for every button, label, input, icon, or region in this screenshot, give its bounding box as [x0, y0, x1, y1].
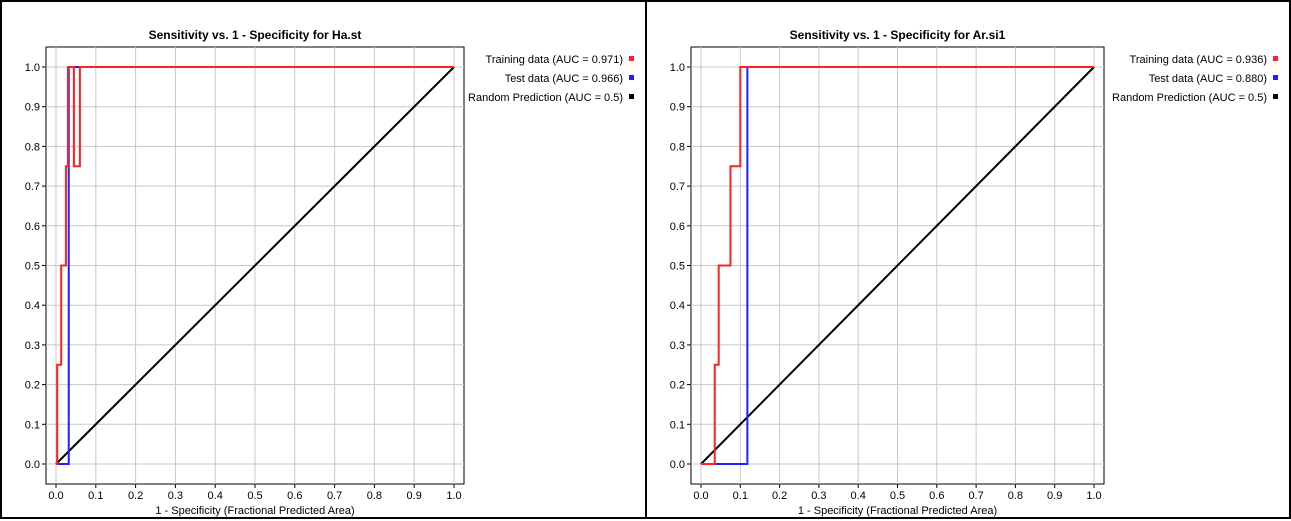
y-tick-label: 0.9	[25, 102, 40, 114]
y-tick-label: 0.0	[25, 459, 40, 471]
y-tick-label: 0.7	[670, 181, 685, 193]
series-line	[56, 66, 454, 465]
x-tick-label: 1.0	[446, 490, 461, 502]
x-tick-label: 0.1	[733, 490, 748, 502]
x-tick-label: 0.0	[48, 490, 63, 502]
x-axis-label: 1 - Specificity (Fractional Predicted Ar…	[798, 505, 997, 517]
y-tick-label: 0.1	[670, 419, 685, 431]
y-tick-label: 0.9	[670, 102, 685, 114]
x-tick-label: 0.9	[407, 490, 422, 502]
chart-title: Sensitivity vs. 1 - Specificity for Ha.s…	[149, 28, 362, 42]
x-tick-label: 0.5	[247, 490, 262, 502]
x-tick-label: 0.1	[88, 490, 103, 502]
x-tick-label: 0.4	[851, 490, 866, 502]
x-tick-label: 0.6	[287, 490, 302, 502]
legend-label: Test data (AUC = 0.966)	[505, 73, 623, 85]
x-tick-label: 0.0	[693, 490, 708, 502]
roc-panel-ar-si1: 0.0 0.1 0.2 0.3 0.4 0.5 0.6 0.7 0.8 0.9 1.0 0.0 0.1 0…	[645, 0, 1291, 519]
series-line	[701, 66, 1094, 465]
series-line	[700, 66, 1095, 465]
x-tick-label: 0.3	[168, 490, 183, 502]
y-tick-label: 0.7	[25, 181, 40, 193]
legend-swatch	[1273, 75, 1278, 80]
y-tick-label: 0.4	[670, 300, 685, 312]
x-tick-label: 0.8	[1008, 490, 1023, 502]
y-tick-label: 1.0	[670, 62, 685, 74]
legend-label: Random Prediction (AUC = 0.5)	[1112, 92, 1267, 104]
legend-swatch	[629, 94, 634, 99]
legend-label: Random Prediction (AUC = 0.5)	[468, 92, 623, 104]
x-tick-label: 1.0	[1086, 490, 1101, 502]
legend-label: Test data (AUC = 0.880)	[1149, 73, 1267, 85]
legend-swatch	[1273, 94, 1278, 99]
x-tick-label: 0.5	[890, 490, 905, 502]
y-tick-label: 0.0	[670, 459, 685, 471]
legend-swatch	[1273, 56, 1278, 61]
x-tick-label: 0.2	[772, 490, 787, 502]
x-tick-label: 0.2	[128, 490, 143, 502]
x-axis-label: 1 - Specificity (Fractional Predicted Ar…	[155, 505, 354, 517]
y-tick-label: 0.6	[25, 221, 40, 233]
x-tick-label: 0.3	[811, 490, 826, 502]
y-tick-label: 0.5	[670, 261, 685, 273]
x-tick-label: 0.7	[968, 490, 983, 502]
y-tick-label: 0.1	[25, 419, 40, 431]
roc-panel-ha-st: 0.0 0.1 0.2 0.3 0.4 0.5 0.6 0.7 0.8 0.9 1.0 0.0 0.1 0…	[0, 0, 647, 519]
y-tick-label: 0.2	[670, 380, 685, 392]
y-tick-label: 0.8	[670, 141, 685, 153]
y-tick-label: 0.6	[670, 221, 685, 233]
series-line	[55, 66, 455, 465]
x-tick-label: 0.7	[327, 490, 342, 502]
y-tick-label: 0.2	[25, 380, 40, 392]
y-tick-label: 0.3	[670, 340, 685, 352]
roc-chart-svg: 0.0 0.1 0.2 0.3 0.4 0.5 0.6 0.7 0.8 0.9 1.0 0.0 0.1 0…	[25, 28, 634, 517]
x-tick-label: 0.4	[208, 490, 223, 502]
chart-title: Sensitivity vs. 1 - Specificity for Ar.s…	[790, 28, 1006, 42]
y-tick-label: 0.3	[25, 340, 40, 352]
legend-label: Training data (AUC = 0.971)	[486, 54, 623, 66]
y-tick-label: 0.5	[25, 261, 40, 273]
x-tick-label: 0.9	[1047, 490, 1062, 502]
legend-swatch	[629, 56, 634, 61]
legend-label: Training data (AUC = 0.936)	[1130, 54, 1267, 66]
x-tick-label: 0.6	[929, 490, 944, 502]
legend-swatch	[629, 75, 634, 80]
y-tick-label: 0.8	[25, 141, 40, 153]
y-tick-label: 1.0	[25, 62, 40, 74]
roc-chart-svg: 0.0 0.1 0.2 0.3 0.4 0.5 0.6 0.7 0.8 0.9 1.0 0.0 0.1 0…	[670, 28, 1278, 517]
x-tick-label: 0.8	[367, 490, 382, 502]
y-tick-label: 0.4	[25, 300, 40, 312]
